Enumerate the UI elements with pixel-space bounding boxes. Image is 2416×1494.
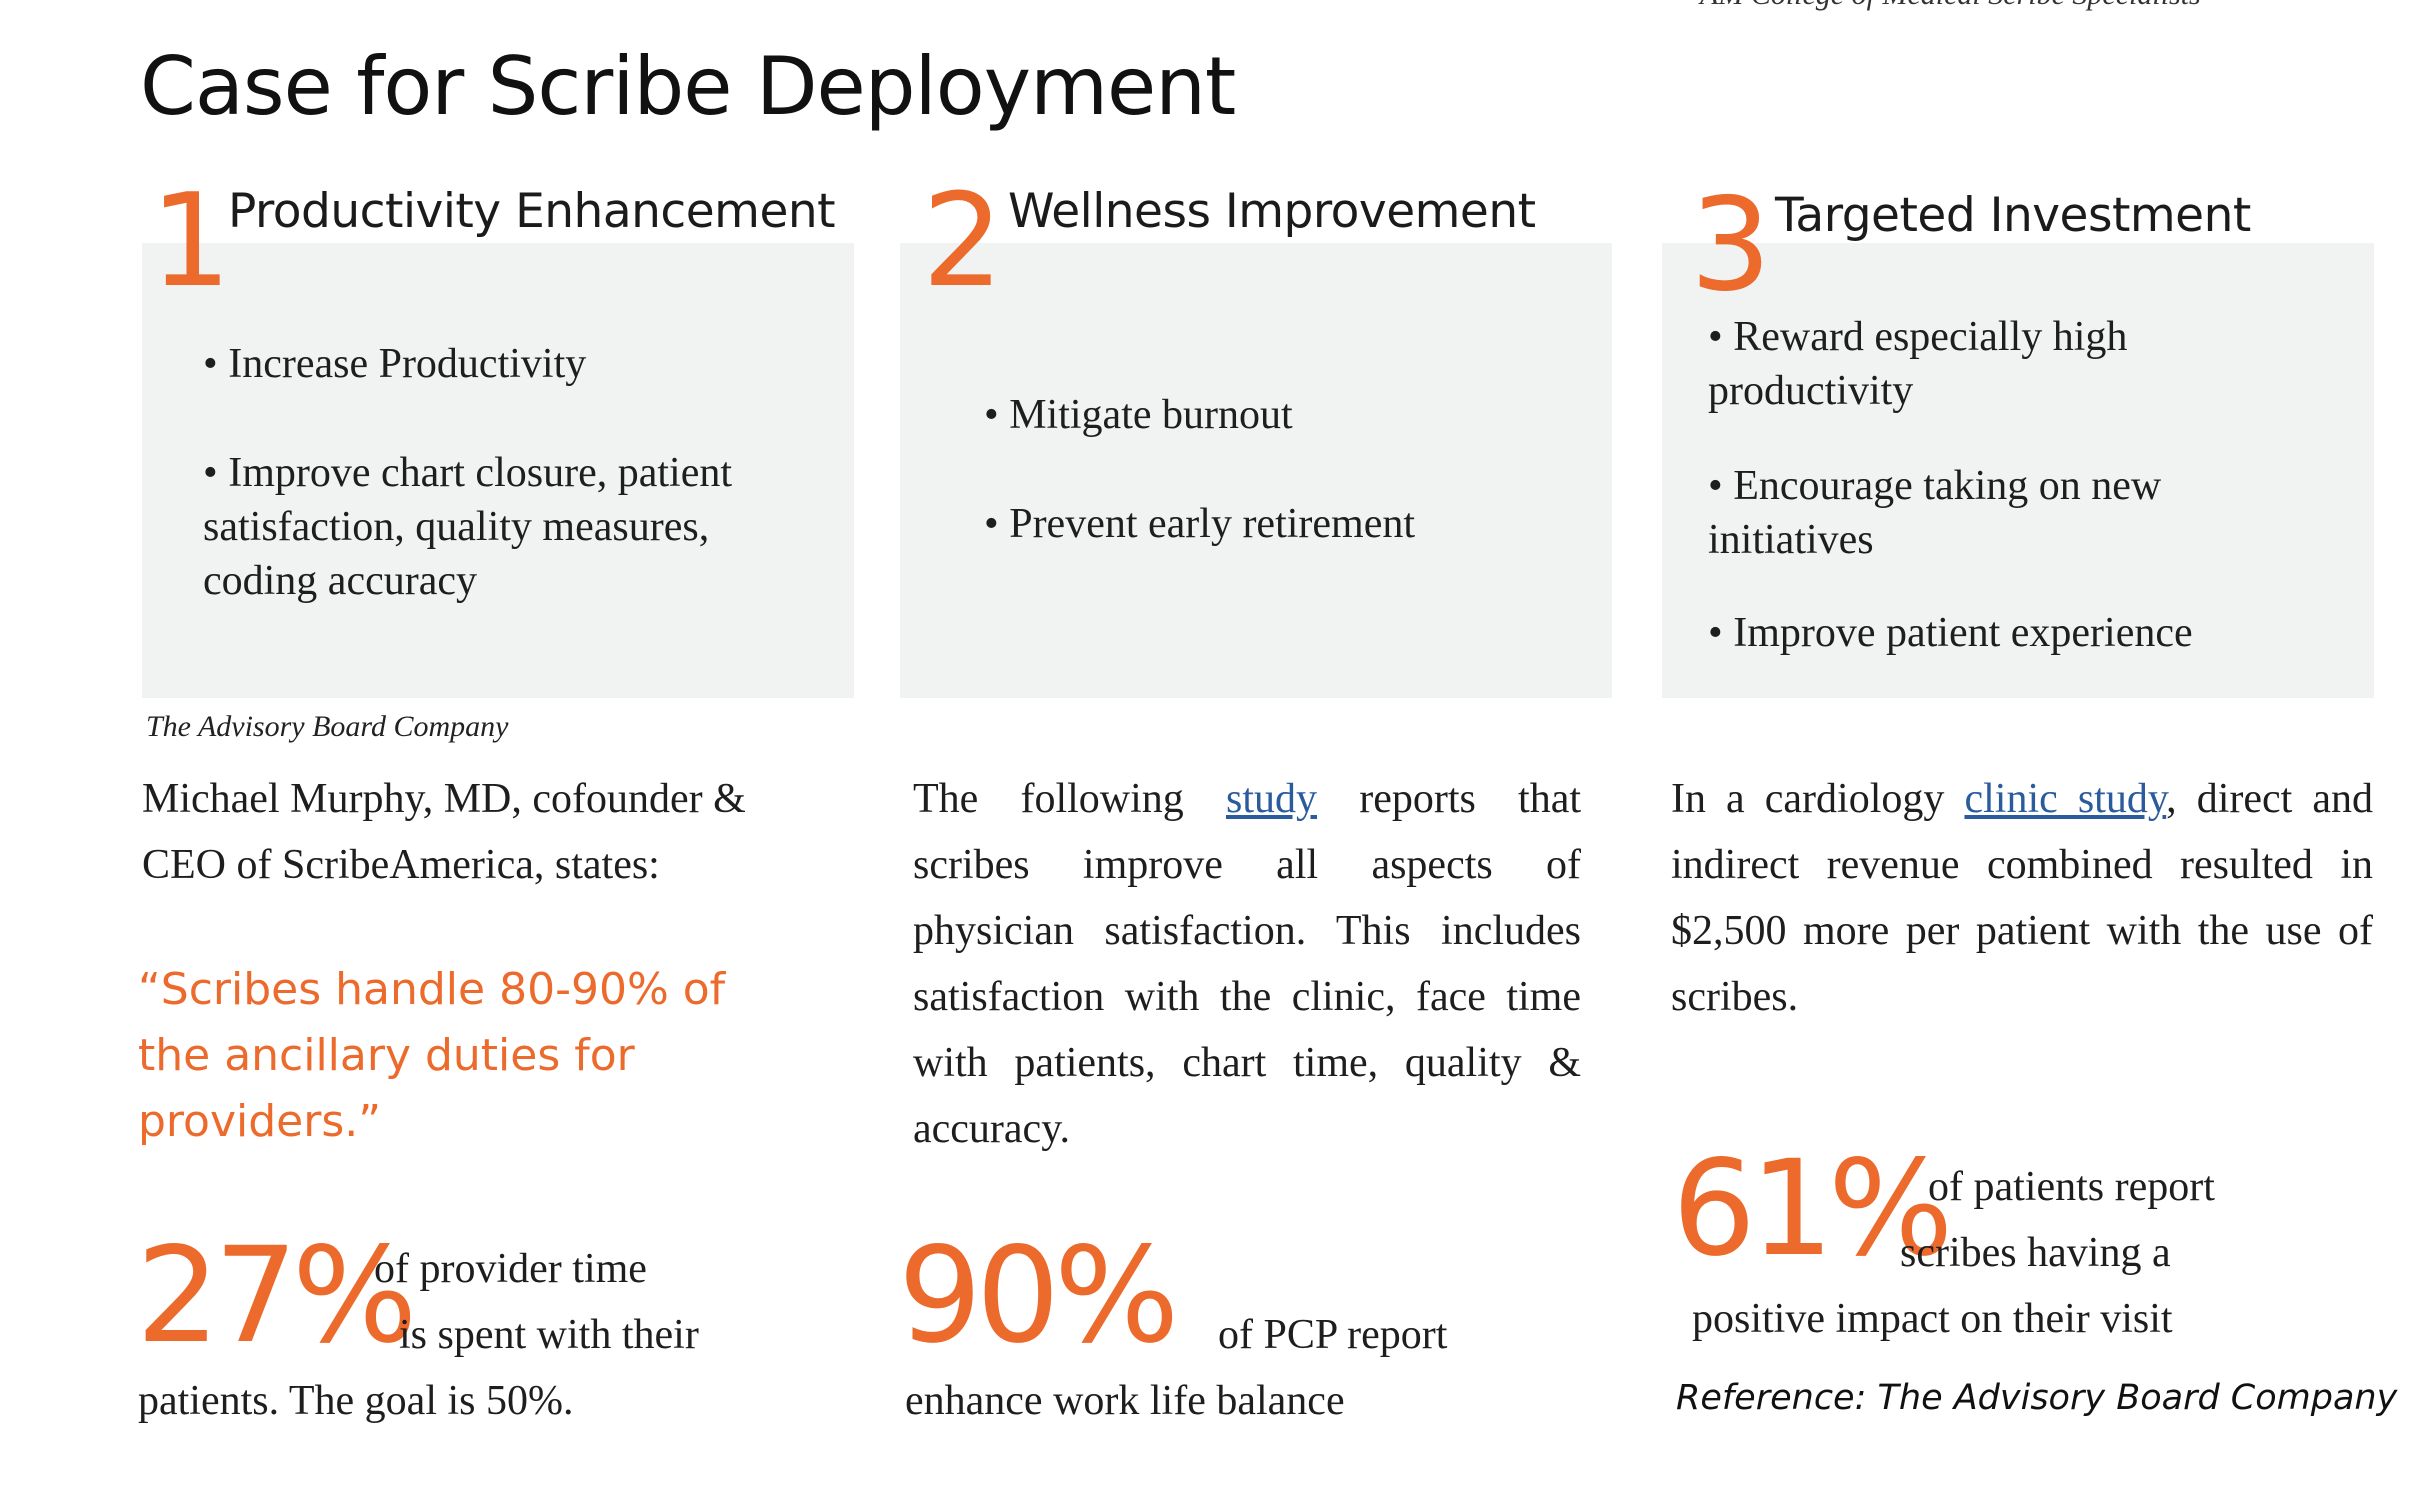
column-2-title: Wellness Improvement [1008, 184, 1536, 239]
column-3-stat-text-3: positive impact on their visit [1692, 1296, 2173, 1342]
column-1-box [142, 243, 854, 698]
column-3-stat-text-1: of patients report [1928, 1164, 2215, 1210]
study-link[interactable]: study [1226, 776, 1318, 822]
column-2-number: 2 [922, 167, 1004, 316]
column-3-stat-value: 61% [1672, 1132, 1953, 1286]
column-2-body-rest: reports that scribes improve all aspects… [913, 776, 1581, 1152]
column-2-stat-text-1: of PCP report [1218, 1312, 1448, 1358]
column-1-source: The Advisory Board Company [146, 710, 509, 743]
column-3-title: Targeted Investment [1775, 188, 2251, 243]
column-1-stat-text-1: of provider time [374, 1246, 647, 1292]
column-1-title: Productivity Enhancement [228, 184, 836, 239]
column-2-stat-text-2: enhance work life balance [905, 1378, 1345, 1424]
column-1-stat-text-3: patients. The goal is 50%. [138, 1378, 574, 1424]
column-3-bullet-3: • Improve patient experience [1708, 610, 2193, 656]
column-3-bullet-1: • Reward especially high productivity [1708, 314, 2128, 414]
column-1-bullet-1: • Increase Productivity [203, 341, 587, 387]
column-2-bullet-2: • Prevent early retirement [984, 501, 1416, 547]
column-2-body: The following study reports that scribes… [913, 766, 1581, 1162]
column-3-bullet-2: • Encourage taking on new initiatives [1708, 463, 2162, 563]
column-1-stat-value: 27% [136, 1219, 417, 1373]
column-3-body-rest: , direct and indirect revenue combined r… [1671, 776, 2374, 1020]
header-note: AM College of Medical Scribe Specialists [1700, 0, 2201, 12]
column-2-stat-value: 90% [898, 1219, 1179, 1373]
reference-note: Reference: The Advisory Board Company [1676, 1378, 2398, 1418]
column-2-body-lead: The following [913, 776, 1184, 822]
column-3-body-lead: In a cardiology [1671, 776, 1945, 822]
column-2-bullet-1: • Mitigate burnout [984, 392, 1293, 438]
column-3-box [1662, 243, 2374, 698]
page-title: Case for Scribe Deployment [140, 40, 1236, 133]
column-3-body: In a cardiology clinic study, direct and… [1671, 766, 2373, 1030]
column-1-number: 1 [150, 167, 232, 316]
column-3-stat-text-2: scribes having a [1900, 1230, 2171, 1276]
column-2-box [900, 243, 1612, 698]
column-1-quote: “Scribes handle 80-90% of the ancillary … [138, 964, 726, 1147]
column-1-bullet-2: • Improve chart closure, patient satisfa… [203, 450, 732, 604]
column-1-stat-text-2: is spent with their [399, 1312, 699, 1358]
clinic-study-link[interactable]: clinic study [1964, 776, 2167, 822]
column-1-intro: Michael Murphy, MD, cofounder & CEO of S… [142, 776, 746, 888]
column-3-number: 3 [1690, 171, 1772, 320]
